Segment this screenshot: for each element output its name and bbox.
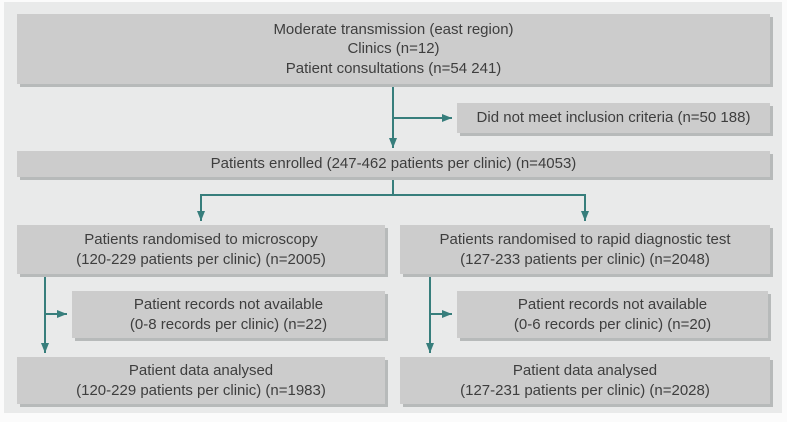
node-microscopy-line2: (120-229 patients per clinic) (n=2005): [76, 250, 326, 268]
node-rdt-analysed-line1: Patient data analysed: [512, 362, 658, 379]
node-source-line3: Patient consultations (n=54 241): [285, 59, 502, 77]
node-microscopy-line1: Patients randomised to microscopy: [84, 231, 318, 248]
node-rdt-analysed: Patient data analysed (127-231 patients …: [400, 357, 770, 404]
node-microscopy-analysed-line2: (120-229 patients per clinic) (n=1983): [76, 381, 326, 399]
node-microscopy-missing: Patient records not available (0-8 recor…: [72, 291, 385, 338]
node-microscopy: Patients randomised to microscopy (120-2…: [17, 225, 385, 274]
node-source: Moderate transmission (east region) Clin…: [17, 14, 770, 84]
node-excluded-line1: Did not meet inclusion criteria (n=50 18…: [476, 109, 751, 127]
node-rdt-missing-line1: Patient records not available: [517, 296, 708, 313]
node-microscopy-missing-line2: (0-8 records per clinic) (n=22): [129, 315, 328, 333]
node-enrolled: Patients enrolled (247-462 patients per …: [17, 151, 770, 177]
node-rdt-line2: (127-233 patients per clinic) (n=2048): [460, 250, 710, 268]
node-source-line1: Moderate transmission (east region): [273, 20, 514, 38]
node-rdt-missing: Patient records not available (0-6 recor…: [457, 291, 768, 338]
node-microscopy-analysed-line1: Patient data analysed: [128, 362, 274, 379]
node-rdt-line1: Patients randomised to rapid diagnostic …: [439, 231, 731, 248]
node-microscopy-missing-line1: Patient records not available: [133, 296, 324, 313]
node-microscopy-analysed: Patient data analysed (120-229 patients …: [17, 357, 385, 404]
node-rdt-analysed-line2: (127-231 patients per clinic) (n=2028): [460, 381, 710, 399]
node-source-line2: Clinics (n=12): [347, 40, 440, 58]
node-rdt: Patients randomised to rapid diagnostic …: [400, 225, 770, 274]
node-enrolled-line1: Patients enrolled (247-462 patients per …: [210, 155, 577, 173]
node-excluded: Did not meet inclusion criteria (n=50 18…: [457, 103, 770, 133]
node-rdt-missing-line2: (0-6 records per clinic) (n=20): [513, 315, 712, 333]
